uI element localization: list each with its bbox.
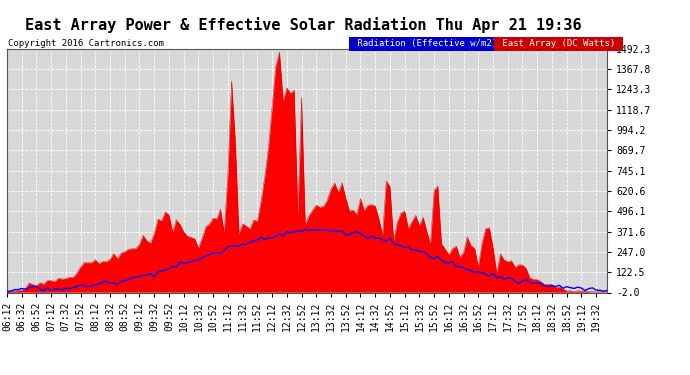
Text: Copyright 2016 Cartronics.com: Copyright 2016 Cartronics.com: [8, 39, 164, 48]
Text: East Array Power & Effective Solar Radiation Thu Apr 21 19:36: East Array Power & Effective Solar Radia…: [26, 17, 582, 33]
Text: East Array (DC Watts): East Array (DC Watts): [497, 39, 620, 48]
Text: Radiation (Effective w/m2): Radiation (Effective w/m2): [352, 39, 502, 48]
